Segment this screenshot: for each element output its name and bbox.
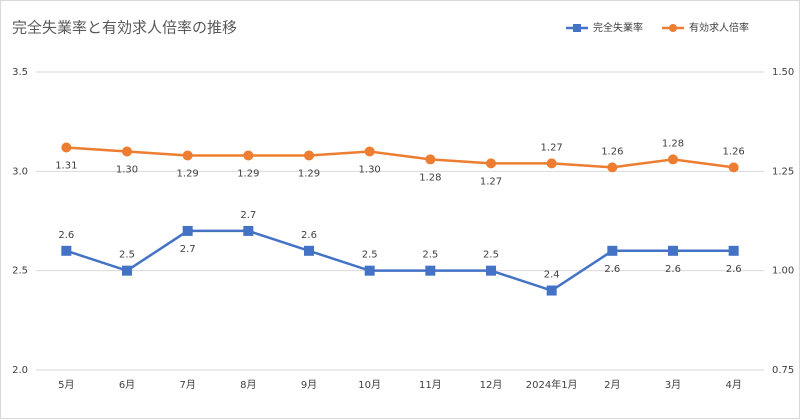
marker	[182, 150, 193, 161]
marker	[182, 225, 193, 236]
x-tick-label: 8月	[240, 379, 256, 391]
marker	[425, 154, 436, 165]
y-tick-label: 3.5	[12, 67, 28, 78]
marker	[486, 265, 496, 276]
marker	[243, 150, 254, 161]
y2-tick-label: 0.75	[772, 365, 794, 376]
x-tick-label: 9月	[301, 379, 317, 391]
x-tick-label: 2024年1月	[526, 378, 578, 391]
marker	[728, 245, 739, 256]
data-label: 1.26	[723, 146, 745, 157]
series-line	[66, 146, 734, 169]
x-tick-label: 2月	[604, 379, 620, 391]
data-label: 1.26	[601, 146, 623, 157]
data-label: 2.7	[180, 244, 196, 255]
legend-marker	[573, 24, 581, 32]
marker	[668, 245, 678, 256]
y-tick-label: 2.0	[12, 365, 28, 376]
marker	[668, 154, 678, 165]
series-line	[65, 229, 734, 292]
x-tick-label: 12月	[480, 379, 503, 391]
data-label: 1.31	[55, 160, 77, 171]
marker	[122, 146, 132, 157]
x-tick-label: 11月	[419, 379, 442, 391]
marker	[61, 245, 72, 256]
data-label: 2.6	[301, 230, 317, 241]
y2-tick-label: 1.25	[772, 166, 794, 177]
marker	[728, 162, 739, 173]
data-label: 1.29	[298, 168, 320, 179]
x-tick-label: 6月	[119, 379, 135, 391]
marker	[486, 158, 496, 169]
y2-tick-label: 1.50	[772, 67, 794, 78]
data-label: 2.5	[119, 250, 135, 261]
marker	[122, 265, 132, 276]
x-tick-label: 3月	[665, 379, 681, 391]
data-label: 2.6	[58, 230, 74, 241]
x-tick-label: 10月	[358, 379, 381, 391]
data-label: 1.29	[177, 168, 199, 179]
marker	[304, 245, 314, 256]
y2-tick-label: 1.00	[772, 266, 794, 277]
data-label: 1.27	[541, 142, 563, 153]
data-label: 2.5	[362, 250, 378, 261]
data-label: 2.5	[483, 250, 499, 261]
data-label: 2.6	[665, 264, 681, 275]
chart-title: 完全失業率と有効求人倍率の推移	[12, 19, 237, 37]
legend-label: 有効求人倍率	[689, 21, 749, 34]
marker	[546, 285, 557, 296]
marker	[304, 150, 314, 161]
marker	[607, 162, 618, 173]
data-label: 1.27	[480, 176, 502, 187]
data-label: 1.30	[116, 164, 138, 175]
data-label: 2.5	[422, 250, 438, 261]
x-tick-label: 5月	[58, 379, 74, 391]
legend-label: 完全失業率	[593, 21, 643, 34]
legend-marker	[669, 24, 677, 32]
marker	[607, 245, 618, 256]
marker	[243, 225, 254, 236]
data-label: 2.6	[726, 264, 742, 275]
marker	[364, 146, 375, 157]
data-label: 2.4	[544, 270, 560, 281]
x-tick-label: 7月	[179, 379, 195, 391]
data-label: 1.29	[237, 168, 259, 179]
data-label: 2.6	[604, 264, 620, 275]
data-label: 2.7	[240, 210, 256, 221]
marker	[364, 265, 375, 276]
marker	[61, 142, 72, 153]
y-tick-label: 2.5	[12, 266, 28, 277]
data-label: 1.28	[419, 172, 441, 183]
data-label: 1.28	[662, 138, 684, 149]
data-label: 1.30	[359, 164, 381, 175]
marker	[425, 265, 436, 276]
x-tick-label: 4月	[725, 379, 741, 391]
y-tick-label: 3.0	[12, 166, 28, 177]
marker	[546, 158, 557, 169]
